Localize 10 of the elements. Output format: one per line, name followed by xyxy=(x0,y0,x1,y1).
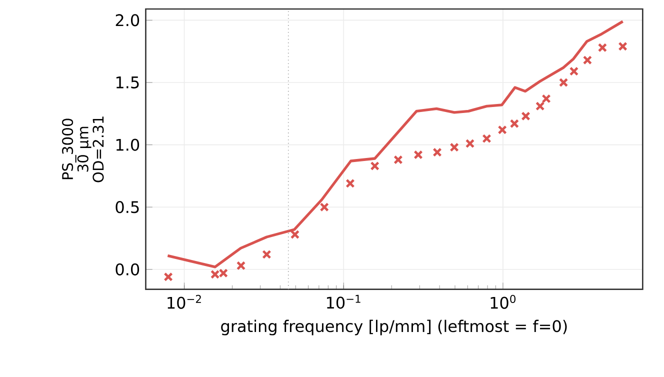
y-tick-label: 0.5 xyxy=(116,201,139,214)
y-axis-title: PS_3000 30 µm OD=2.31 xyxy=(62,116,104,182)
y-tick-label: 1.5 xyxy=(116,76,139,88)
y-tick-label: 0.0 xyxy=(116,263,140,276)
y-tick-label: 1.0 xyxy=(116,138,140,151)
y-tick-label: 2.0 xyxy=(116,14,140,26)
x-tick-label: 10$^{0}$ xyxy=(490,294,516,309)
x-tick-label: 10$^{−2}$ xyxy=(168,294,201,309)
x-tick-label: 10$^{−1}$ xyxy=(327,294,360,309)
x-axis-title: grating frequency [lp/mm] (leftmost = f=0) xyxy=(221,320,567,336)
